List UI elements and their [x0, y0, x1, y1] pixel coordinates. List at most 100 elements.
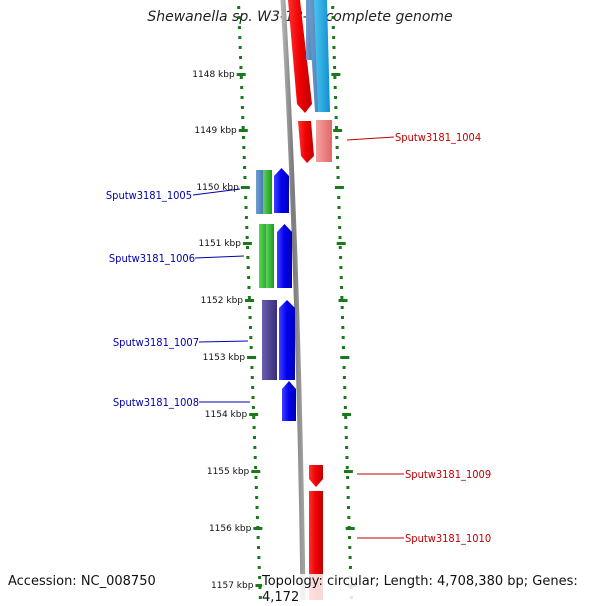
- inner-ring-dot: [249, 336, 253, 339]
- inner-ring-dot: [250, 376, 254, 379]
- gene-1004-feature: [316, 120, 332, 162]
- outer-ring-dot: [340, 306, 344, 309]
- inner-ring-dot: [258, 596, 262, 599]
- outer-ring-dot: [345, 446, 349, 449]
- major-tick: [238, 129, 248, 132]
- inner-ring-dot: [256, 536, 260, 539]
- inner-ring-dot: [255, 506, 259, 509]
- scale-label: 1152 kbp: [201, 296, 244, 306]
- inner-ring-dot: [245, 236, 249, 239]
- inner-ring-dot: [254, 476, 258, 479]
- inner-ring-dot: [255, 516, 259, 519]
- outer-ring-dot: [342, 376, 346, 379]
- outer-ring-dot: [338, 236, 342, 239]
- inner-ring-dot: [242, 156, 246, 159]
- inner-ring-dot: [246, 246, 250, 249]
- inner-ring-dot: [252, 436, 256, 439]
- backbone: [280, 0, 306, 600]
- inner-ring-dot: [243, 176, 247, 179]
- scale-label: 1154 kbp: [205, 410, 248, 420]
- inner-ring-dot: [241, 116, 245, 119]
- gene-label-left[interactable]: Sputw3181_1006: [109, 252, 195, 265]
- inner-ring-dot: [239, 66, 243, 69]
- inner-ring-dot: [249, 346, 253, 349]
- major-tick: [333, 129, 343, 132]
- scale-label: 1155 kbp: [207, 467, 250, 477]
- outer-ring-dot: [334, 106, 338, 109]
- gene-1007-feature: [279, 300, 295, 380]
- major-tick: [255, 584, 265, 587]
- inner-ring-dot: [241, 126, 245, 129]
- gene-label-leader: [194, 255, 245, 259]
- scale-label: 1151 kbp: [199, 239, 242, 249]
- outer-ring-dot: [339, 256, 343, 259]
- scale-label: 1150 kbp: [196, 183, 239, 193]
- outer-ring-dot: [336, 166, 340, 169]
- inner-ring-dot: [248, 326, 252, 329]
- gene-label-left[interactable]: Sputw3181_1005: [106, 189, 192, 202]
- gene-label-right[interactable]: Sputw3181_1004: [395, 131, 481, 144]
- outer-ring-dot: [343, 406, 347, 409]
- major-tick: [251, 470, 261, 473]
- inner-ring-dot: [247, 296, 251, 299]
- scale-label: 1149 kbp: [194, 126, 237, 136]
- gene-1009-feature: [309, 465, 323, 487]
- gene-1005-feature: [256, 170, 266, 214]
- outer-ring-dot: [347, 506, 351, 509]
- gene-1008-feature: [282, 381, 296, 421]
- gene-labels[interactable]: Sputw3181_1005 Sputw3181_1006 Sputw3181_10…: [106, 131, 491, 545]
- major-tick: [242, 242, 252, 245]
- inner-ring-dot: [238, 36, 242, 39]
- outer-ring-dot: [339, 276, 343, 279]
- scale-labels: 1148 kbp 1149 kbp 1150 kbp 1151 kbp 1152 kbp…: [192, 70, 253, 591]
- inner-ring-dot: [237, 16, 241, 19]
- major-tick: [336, 242, 346, 245]
- outer-ring-dot: [332, 36, 336, 39]
- gene-label-right[interactable]: Sputw3181_1010: [405, 532, 491, 545]
- inner-ring-dot: [237, 26, 241, 29]
- outer-ring-dot: [338, 226, 342, 229]
- accession-text: Accession: NC_008750: [8, 574, 156, 590]
- outer-ring-dot: [342, 366, 346, 369]
- outer-ring-dot: [343, 386, 347, 389]
- inner-ring-dot: [248, 316, 252, 319]
- inner-ring-dot: [253, 456, 257, 459]
- outer-ring-dot: [345, 456, 349, 459]
- inner-ring-dot: [239, 76, 243, 79]
- outer-ring-dot: [335, 146, 339, 149]
- gene-1005-feature: [263, 170, 272, 214]
- outer-ring-dot: [346, 476, 350, 479]
- gene-label-leader: [346, 136, 395, 141]
- outer-ring-dot: [339, 266, 343, 269]
- inner-ring-dot: [240, 106, 244, 109]
- inner-ring-dot: [254, 466, 258, 469]
- inner-ring-dot: [244, 206, 248, 209]
- gene-1010-feature: [309, 491, 323, 600]
- inner-ring-dot: [244, 216, 248, 219]
- scale-label: 1148 kbp: [192, 70, 235, 80]
- backbone-line: [280, 0, 306, 600]
- outer-ring-dot: [332, 46, 336, 49]
- gene-label-leader: [192, 188, 241, 196]
- outer-ring-dot: [344, 426, 348, 429]
- gene-features[interactable]: [256, 0, 332, 600]
- inner-ring-dot: [251, 386, 255, 389]
- major-tick: [240, 186, 250, 189]
- outer-ring-dot: [344, 436, 348, 439]
- inner-ring-dot: [254, 486, 258, 489]
- inner-ring-dot: [244, 196, 248, 199]
- inner-ring-dot: [238, 46, 242, 49]
- gene-label-right[interactable]: Sputw3181_1009: [405, 468, 491, 481]
- inner-ring-dot: [247, 276, 251, 279]
- inner-ring-dot: [257, 546, 261, 549]
- outer-ring-dot: [331, 6, 335, 9]
- outer-ring-dot: [336, 176, 340, 179]
- major-tick: [247, 356, 257, 359]
- inner-ring-dot: [246, 266, 250, 269]
- gene-label-left[interactable]: Sputw3181_1008: [113, 396, 199, 409]
- reverse-gene-feature: [288, 0, 312, 113]
- gene-label-left[interactable]: Sputw3181_1007: [113, 336, 199, 349]
- gene-1006-feature: [259, 224, 269, 288]
- major-tick: [343, 470, 353, 473]
